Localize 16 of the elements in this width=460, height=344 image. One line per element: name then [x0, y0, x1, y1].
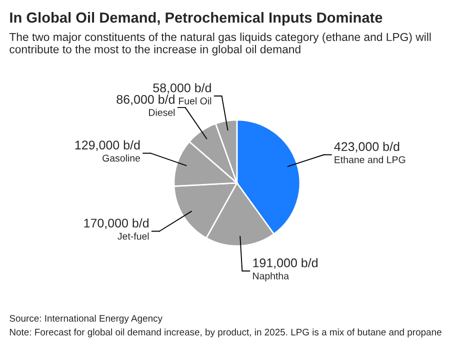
slice-label: Jet-fuel — [118, 232, 149, 240]
chart-subtitle: The two major constituents of the natural gas liquids category (ethane and LPG) will contribute to the most to the increase in global oil demand — [9, 32, 431, 56]
slice-label: Ethane and LPG — [334, 156, 406, 164]
slice-label: Fuel Oil — [179, 97, 212, 104]
data-label: 58,000 b/d — [153, 83, 211, 94]
data-label: 423,000 b/d — [334, 142, 400, 153]
data-label: 170,000 b/d — [84, 218, 149, 230]
slice-label: Gasoline — [102, 154, 140, 162]
data-label: 86,000 b/d — [116, 94, 174, 106]
data-label: 191,000 b/d — [253, 258, 318, 269]
chart-title: In Global Oil Demand, Petrochemical Inputs Dominate — [10, 12, 382, 26]
data-label: 129,000 b/d — [75, 140, 140, 151]
text: Note: Forecast for global oil demand increase, by product, in 2025. LPG is a mix of butane and propane — [10, 328, 442, 338]
slice-label: Diesel — [149, 108, 175, 116]
source-note: Source: International Energy Agency — [10, 314, 162, 324]
slice-label: Naphtha — [253, 272, 290, 282]
